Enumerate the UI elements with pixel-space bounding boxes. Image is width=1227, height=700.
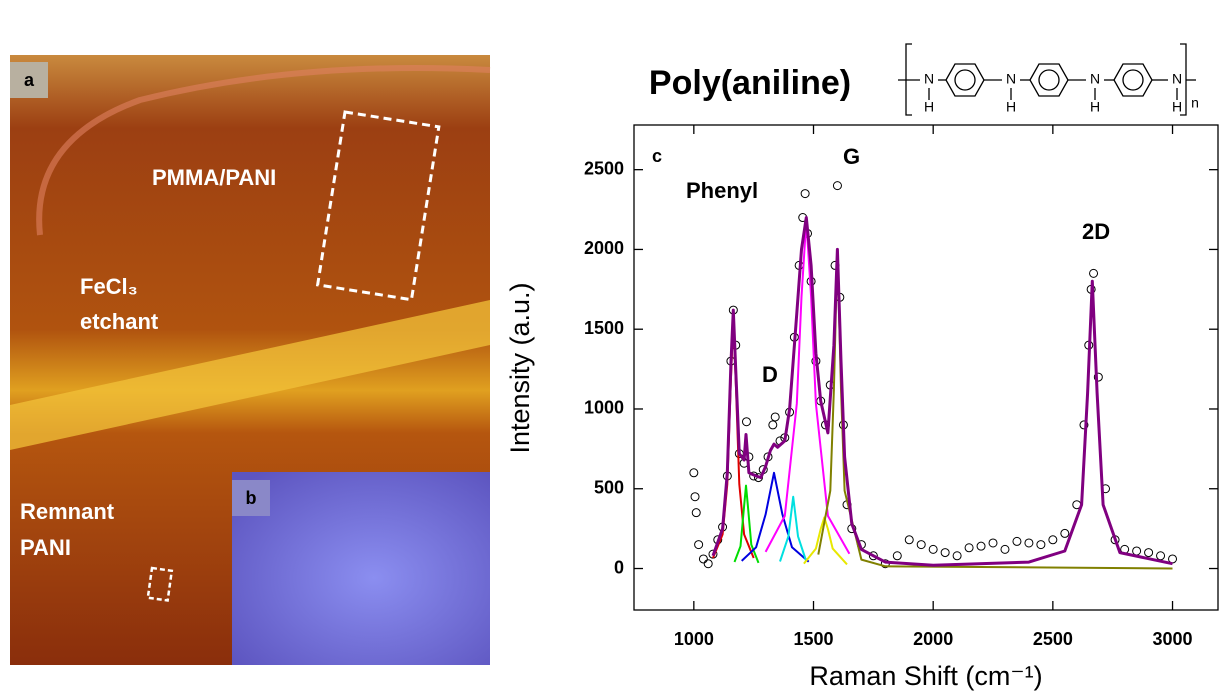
data-point — [689, 468, 699, 478]
photo-label: etchant — [80, 309, 159, 334]
data-point — [703, 559, 713, 569]
data-point — [1000, 544, 1010, 554]
annotation: Phenyl — [686, 178, 758, 203]
x-tick-label: 2000 — [913, 629, 953, 649]
annotation: G — [843, 144, 860, 169]
y-tick-label: 0 — [614, 557, 624, 577]
data-point — [1079, 420, 1089, 430]
data-point — [928, 544, 938, 554]
x-tick-label: 1000 — [674, 629, 714, 649]
atom: N — [1090, 71, 1100, 87]
atom: N — [924, 71, 934, 87]
data-point — [916, 540, 926, 550]
panel-letter-box — [10, 62, 48, 98]
annotation: D — [762, 362, 778, 387]
reflection — [10, 300, 490, 450]
atom: H — [1090, 99, 1100, 115]
data-point — [1048, 535, 1058, 545]
x-axis-label: Raman Shift (cm⁻¹) — [809, 661, 1042, 691]
x-tick-label: 2500 — [1033, 629, 1073, 649]
y-axis-label: Intensity (a.u.) — [505, 282, 535, 453]
data-point — [832, 181, 842, 191]
data-point — [708, 549, 718, 559]
dashed-region — [315, 110, 441, 302]
data-point — [868, 551, 878, 561]
photo-b — [232, 472, 490, 665]
atom: N — [1172, 71, 1182, 87]
plot-frame — [633, 124, 1219, 611]
photo-label: PANI — [20, 535, 71, 560]
data-point — [1093, 372, 1103, 382]
data-point — [1060, 528, 1070, 538]
y-tick-label: 1500 — [584, 318, 624, 338]
data-point — [1024, 538, 1034, 548]
atom: N — [1006, 71, 1016, 87]
data-point — [940, 548, 950, 558]
fit-curve — [741, 471, 810, 563]
data-point — [800, 189, 810, 199]
data-point — [1089, 268, 1099, 278]
data-point — [698, 554, 708, 564]
data-point — [1156, 551, 1166, 561]
fit-curve — [779, 495, 808, 562]
data-point — [690, 492, 700, 502]
data-point — [988, 538, 998, 548]
y-tick-label: 2000 — [584, 238, 624, 258]
structure-title: Poly(aniline) — [649, 64, 851, 102]
fit-curve — [817, 248, 1173, 570]
data-point — [976, 541, 986, 551]
panel-letter-box — [232, 480, 270, 516]
y-tick-label: 2500 — [584, 158, 624, 178]
fit-curve — [733, 484, 760, 564]
photo-label: PMMA/PANI — [152, 165, 276, 190]
data-point — [1144, 548, 1154, 558]
data-point — [904, 535, 914, 545]
data-point — [1012, 536, 1022, 546]
atom: H — [1006, 99, 1016, 115]
data-point — [892, 551, 902, 561]
panel-letter: a — [24, 70, 35, 90]
data-point — [952, 551, 962, 561]
annotation: 2D — [1082, 219, 1110, 244]
photo-label: Remnant — [20, 499, 115, 524]
data-point — [691, 508, 701, 518]
subscript: n — [1191, 95, 1199, 111]
data-point — [1132, 546, 1142, 556]
data-point — [1036, 540, 1046, 550]
x-tick-label: 3000 — [1153, 629, 1193, 649]
data-point — [694, 540, 704, 550]
fit-curve — [711, 216, 1173, 567]
structure-drawing — [898, 43, 1196, 116]
panel-letter: b — [246, 488, 257, 508]
y-tick-label: 1000 — [584, 398, 624, 418]
data-point — [770, 412, 780, 422]
data-point — [964, 543, 974, 553]
x-tick-label: 1500 — [793, 629, 833, 649]
photo-label: FeCl₃ — [80, 274, 138, 299]
data-point — [768, 420, 778, 430]
fit-curve — [803, 516, 848, 566]
y-tick-label: 500 — [594, 478, 624, 498]
dish-edge — [36, 65, 491, 236]
atom: H — [924, 99, 934, 115]
chart: c Phenyl D G 2D Raman Shift (cm⁻¹) Inten… — [505, 124, 1219, 691]
panel-letter: c — [652, 146, 662, 166]
data-point — [741, 417, 751, 427]
atom: H — [1172, 99, 1182, 115]
